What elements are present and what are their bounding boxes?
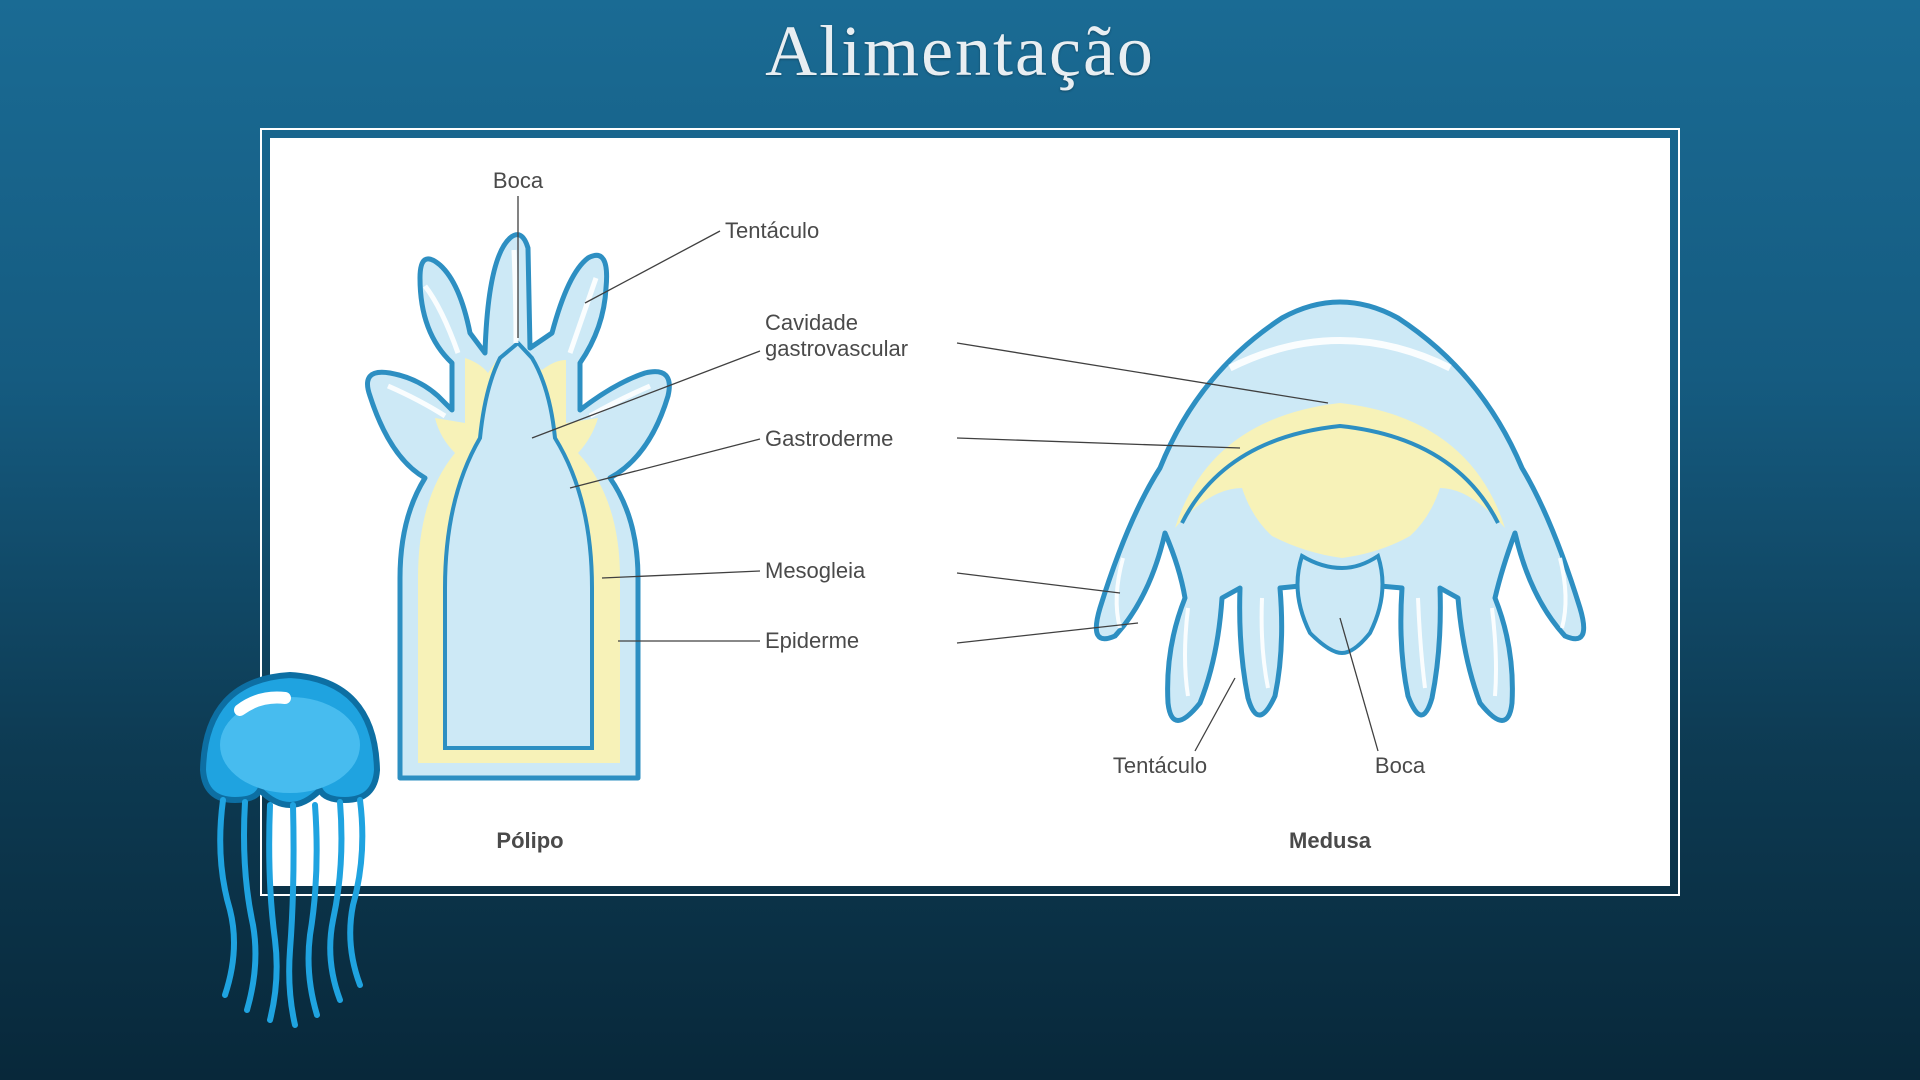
slide-title: Alimentação: [0, 0, 1920, 93]
label-epiderme: Epiderme: [765, 628, 859, 653]
polipo-highlight-2: [514, 250, 516, 343]
medusa-manubrium: [1298, 556, 1383, 653]
label-cavidade-1: Cavidade: [765, 310, 858, 335]
label-polipo-boca: Boca: [493, 168, 544, 193]
label-mesogleia: Mesogleia: [765, 558, 866, 583]
label-gastroderme: Gastroderme: [765, 426, 893, 451]
caption-polipo: Pólipo: [496, 828, 563, 853]
label-polipo-tentaculo: Tentáculo: [725, 218, 819, 243]
anatomy-diagram-svg: Boca Tentáculo Cavidade gastrovascular G…: [270, 138, 1670, 886]
label-medusa-boca: Boca: [1375, 753, 1426, 778]
label-medusa-tentaculo: Tentáculo: [1113, 753, 1207, 778]
leader-medusa-mesogleia: [957, 573, 1120, 593]
medusa-figure: [1096, 302, 1583, 721]
jellyfish-icon: [175, 650, 405, 1030]
diagram-panel: Boca Tentáculo Cavidade gastrovascular G…: [270, 138, 1670, 886]
label-cavidade-2: gastrovascular: [765, 336, 908, 361]
caption-medusa: Medusa: [1289, 828, 1372, 853]
diagram-frame: Boca Tentáculo Cavidade gastrovascular G…: [260, 128, 1680, 896]
